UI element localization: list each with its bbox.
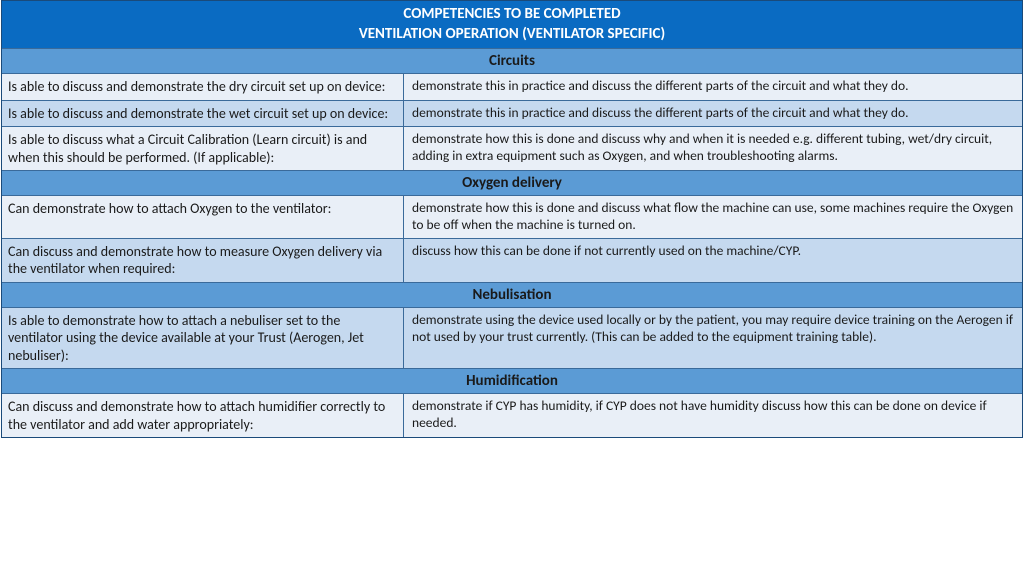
- competency-cell: Is able to discuss and demonstrate the w…: [2, 101, 404, 127]
- competency-cell: Is able to discuss what a Circuit Calibr…: [2, 127, 404, 170]
- title-line-1: COMPETENCIES TO BE COMPLETED: [2, 5, 1022, 25]
- table-row: Can discuss and demonstrate how to attac…: [2, 393, 1022, 437]
- competency-table: COMPETENCIES TO BE COMPLETED VENTILATION…: [1, 0, 1023, 438]
- table-row: Can demonstrate how to attach Oxygen to …: [2, 195, 1022, 238]
- section-header: Humidification: [2, 368, 1022, 393]
- table-row: Is able to discuss and demonstrate the w…: [2, 100, 1022, 127]
- section-header: Circuits: [2, 48, 1022, 73]
- section-header: Oxygen delivery: [2, 170, 1022, 195]
- competency-cell: Can discuss and demonstrate how to measu…: [2, 239, 404, 282]
- title-line-2: VENTILATION OPERATION (VENTILATOR SPECIF…: [2, 25, 1022, 45]
- table-row: Can discuss and demonstrate how to measu…: [2, 238, 1022, 282]
- competency-cell: Is able to discuss and demonstrate the d…: [2, 74, 404, 100]
- description-cell: demonstrate this in practice and discuss…: [404, 101, 1022, 127]
- table-row: Is able to discuss what a Circuit Calibr…: [2, 126, 1022, 170]
- table-row: Is able to discuss and demonstrate the d…: [2, 73, 1022, 100]
- description-cell: demonstrate how this is done and discuss…: [404, 127, 1022, 170]
- section-header: Nebulisation: [2, 282, 1022, 307]
- description-cell: demonstrate this in practice and discuss…: [404, 74, 1022, 100]
- competency-cell: Can discuss and demonstrate how to attac…: [2, 394, 404, 437]
- description-cell: demonstrate using the device used locall…: [404, 308, 1022, 369]
- competency-cell: Is able to demonstrate how to attach a n…: [2, 308, 404, 369]
- table-title: COMPETENCIES TO BE COMPLETED VENTILATION…: [2, 1, 1022, 48]
- description-cell: demonstrate if CYP has humidity, if CYP …: [404, 394, 1022, 437]
- competency-cell: Can demonstrate how to attach Oxygen to …: [2, 196, 404, 238]
- description-cell: demonstrate how this is done and discuss…: [404, 196, 1022, 238]
- description-cell: discuss how this can be done if not curr…: [404, 239, 1022, 282]
- table-row: Is able to demonstrate how to attach a n…: [2, 307, 1022, 369]
